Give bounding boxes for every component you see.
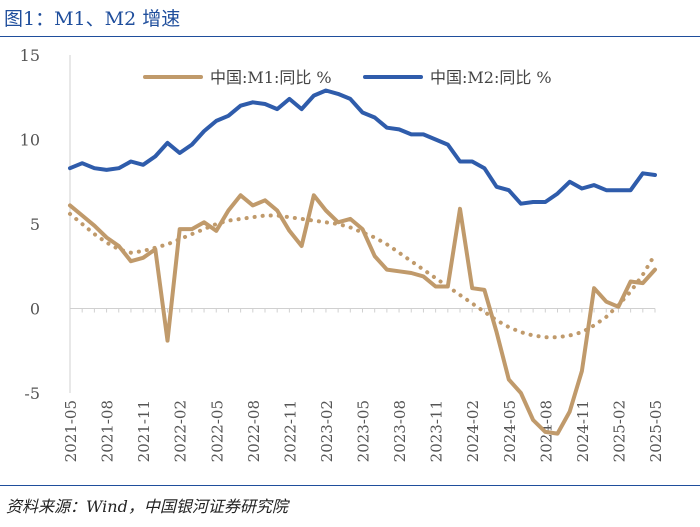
x-tick-label: 2022-02 <box>172 400 190 462</box>
x-tick-label: 2025-02 <box>610 400 628 462</box>
legend: 中国:M1:同比 % 中国:M2:同比 % <box>143 68 552 87</box>
x-tick-label: 2025-05 <box>647 400 665 462</box>
legend-m2-label: 中国:M2:同比 % <box>430 68 552 87</box>
x-tick-label: 2023-11 <box>428 400 446 462</box>
m1-m2-line-chart: -5 0 5 10 15 2021-05 2021-08 2021-11 2022-02 2022… <box>20 46 665 462</box>
x-tick-label: 2024-05 <box>501 400 519 462</box>
x-tick-label: 2021-11 <box>135 400 153 462</box>
x-tick-label: 2022-08 <box>245 400 263 462</box>
x-tick-label: 2021-08 <box>99 400 117 462</box>
figure-title: 图1：M1、M2 增速 <box>4 8 181 30</box>
axes: -5 0 5 10 15 2021-05 2021-08 2021-11 2022-02 2022… <box>20 46 665 462</box>
y-tick-label: 0 <box>30 300 40 319</box>
legend-m1-label: 中国:M1:同比 % <box>210 68 332 87</box>
x-tick-label: 2024-11 <box>574 400 592 462</box>
y-tick-label: 5 <box>30 215 40 234</box>
x-tick-label: 2022-11 <box>281 400 299 462</box>
m1-series-line <box>68 193 657 436</box>
x-tick-label: 2023-08 <box>391 400 409 462</box>
x-tick-label: 2022-05 <box>208 400 226 462</box>
series-layer <box>68 88 657 436</box>
x-tick-label: 2023-02 <box>318 400 336 462</box>
y-tick-label: 10 <box>20 131 40 150</box>
source-note: 资料来源：Wind，中国银河证券研究院 <box>6 497 288 516</box>
source-rule <box>0 485 700 486</box>
x-tick-label: 2023-05 <box>355 400 373 462</box>
y-tick-label: 15 <box>20 46 40 65</box>
y-tick-label: -5 <box>24 384 40 403</box>
title-rule <box>0 36 700 37</box>
x-tick-label: 2021-05 <box>62 400 80 462</box>
m2-series-line <box>68 88 657 206</box>
x-tick-label: 2024-02 <box>464 400 482 462</box>
